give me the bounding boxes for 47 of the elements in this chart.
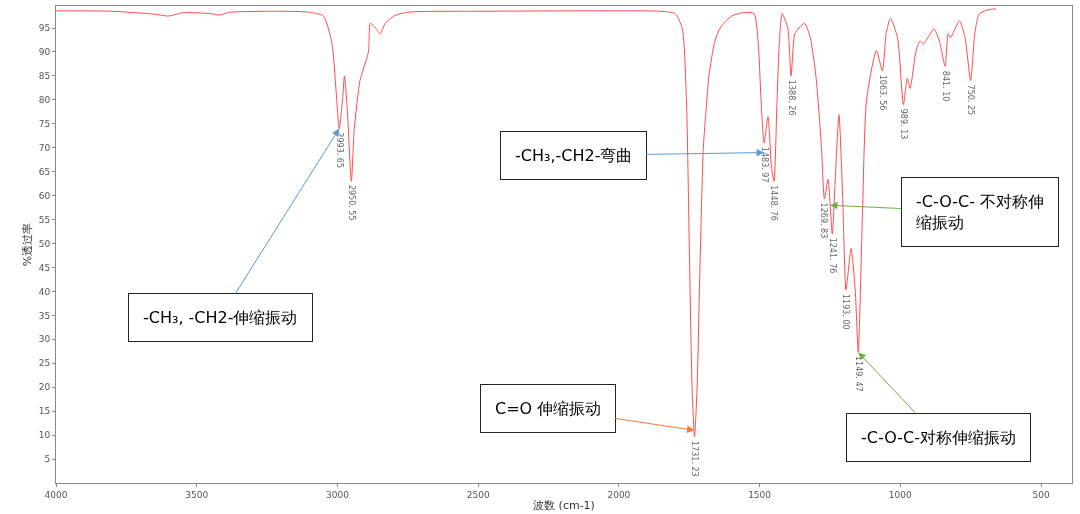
x-tick-label: 500 <box>1032 489 1050 500</box>
y-tick-label: 45 <box>38 262 51 273</box>
y-axis-title: %透过率 <box>21 222 35 267</box>
annotation: -C-O-C-对称伸缩振动 <box>861 428 1016 447</box>
y-tick-label: 35 <box>38 310 51 321</box>
x-tick-label: 2000 <box>607 489 631 500</box>
annotation: 1269. 83 <box>819 202 829 239</box>
x-axis-title: 波数 (cm-1) <box>533 499 595 512</box>
annotation: 989. 13 <box>898 108 908 140</box>
y-tick-label: 55 <box>38 214 51 225</box>
x-tick-label: 1500 <box>748 489 772 500</box>
y-tick-label: 80 <box>38 95 51 106</box>
annotation: 1241. 76 <box>828 237 838 274</box>
y-tick-label: 70 <box>38 142 51 153</box>
y-tick-label: 95 <box>38 23 51 34</box>
y-tick-label: 75 <box>38 118 51 129</box>
y-tick-label: 65 <box>38 166 51 177</box>
y-tick-label: 10 <box>38 430 51 441</box>
x-tick-label: 4000 <box>44 489 68 500</box>
annotation: 1193. 00 <box>841 294 850 330</box>
x-tick-label: 2500 <box>466 489 490 500</box>
annotation: 1448. 76 <box>769 185 779 221</box>
y-tick-label: 85 <box>38 71 51 82</box>
y-tick-label: 30 <box>38 334 51 345</box>
y-tick-label: 5 <box>44 454 51 465</box>
y-tick-label: 90 <box>38 47 51 58</box>
annotation: 1149. 47 <box>853 356 863 392</box>
annotation: 750. 25 <box>965 84 975 116</box>
annotation: -C-O-C- 不对称伸缩振动 <box>916 192 1045 232</box>
annotation: 2950. 55 <box>346 184 356 221</box>
annotation: C=O 伸缩振动 <box>495 399 602 418</box>
annotation: -CH₃,-CH2-弯曲 <box>515 146 633 165</box>
y-tick-label: 40 <box>38 286 51 297</box>
annotation: 1483. 97 <box>760 146 770 183</box>
annotation: 1731. 23 <box>690 441 700 477</box>
annotation: 841. 10 <box>940 70 950 102</box>
y-tick-label: 15 <box>38 406 51 417</box>
y-tick-label: 60 <box>38 190 51 201</box>
x-tick-label: 3500 <box>185 489 209 500</box>
annotation: 1063. 56 <box>877 74 887 111</box>
x-tick-label: 1000 <box>888 489 913 500</box>
annotation: 1388. 26 <box>786 79 796 116</box>
y-tick-label: 20 <box>38 382 51 393</box>
y-tick-label: 25 <box>38 358 51 369</box>
y-tick-label: 50 <box>38 238 51 249</box>
annotation: -CH₃, -CH2-伸缩振动 <box>143 308 298 327</box>
x-tick-label: 3000 <box>325 489 350 500</box>
